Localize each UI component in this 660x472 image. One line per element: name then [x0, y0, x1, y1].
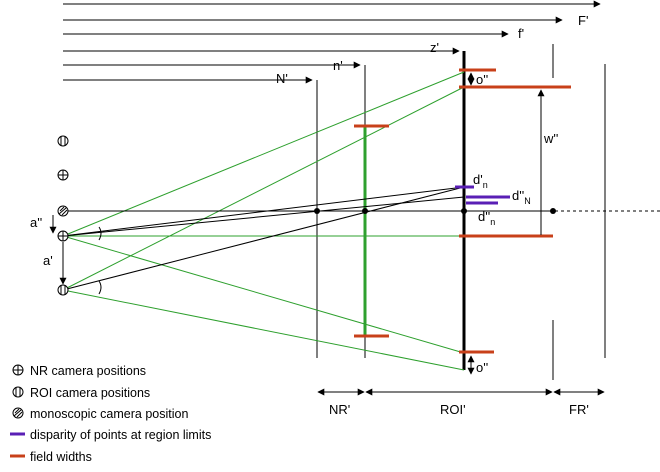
legend: NR camera positions ROI camera positions…: [10, 364, 211, 464]
label-o-bottom: o'': [476, 360, 488, 375]
double-bar-circle-icon: [57, 284, 69, 296]
camera-positions: [57, 135, 69, 296]
legend-item-nr: [12, 364, 24, 376]
point-f: [550, 208, 556, 214]
label-N-prime: N': [276, 71, 288, 86]
legend-text-field: field widths: [30, 450, 92, 464]
legend-item-roi: [12, 386, 24, 398]
disparity-lines: [455, 185, 510, 205]
hatched-circle-icon: [12, 407, 24, 419]
cross-circle-icon: [12, 364, 24, 376]
label-FR: FR': [569, 402, 589, 417]
label-z-prime: z': [430, 40, 439, 55]
plane-lines: [316, 44, 606, 380]
legend-text-roi: ROI camera positions: [30, 386, 150, 400]
distance-arrows: [63, 0, 601, 84]
label-ROI: ROI': [440, 402, 466, 417]
green-ray-2: [62, 235, 465, 354]
legend-text-nr: NR camera positions: [30, 364, 146, 378]
label-o-top: o'': [476, 72, 488, 87]
label-F-prime: F': [578, 13, 588, 28]
cross-circle-icon: [57, 169, 69, 181]
angle-arc-roi: [98, 280, 102, 295]
double-bar-circle-icon: [12, 386, 24, 398]
cross-circle-icon: [57, 230, 69, 242]
point-N: [314, 208, 320, 214]
legend-text-disparity: disparity of points at region limits: [30, 428, 211, 442]
green-frustum: [62, 71, 543, 371]
label-n-prime: n': [333, 58, 343, 73]
point-z: [461, 208, 467, 214]
point-n: [362, 208, 368, 214]
label-w: w'': [543, 131, 558, 146]
green-ray-1: [62, 71, 465, 237]
label-a-dd: a'': [30, 215, 42, 230]
black-ray-3: [62, 186, 465, 291]
double-bar-circle-icon: [57, 135, 69, 147]
label-d-dd-n: d''n: [478, 209, 495, 227]
field-width-lines: [354, 68, 571, 354]
label-NR: NR': [329, 402, 350, 417]
green-ray-4: [62, 86, 465, 291]
legend-text-mono: monoscopic camera position: [30, 407, 188, 421]
green-ray-5: [62, 289, 465, 371]
label-f-prime: f': [518, 26, 524, 41]
hatched-circle-icon: [57, 205, 69, 217]
convergence-rays: [62, 186, 553, 291]
angle-arc-nr: [98, 226, 102, 241]
label-a-prime: a': [43, 253, 53, 268]
label-d-n: d'n: [473, 172, 488, 190]
intersection-points: [314, 208, 556, 214]
legend-item-mono: [12, 407, 24, 419]
label-d-dd-N: d''N: [512, 188, 531, 206]
black-ray-2: [62, 196, 465, 237]
